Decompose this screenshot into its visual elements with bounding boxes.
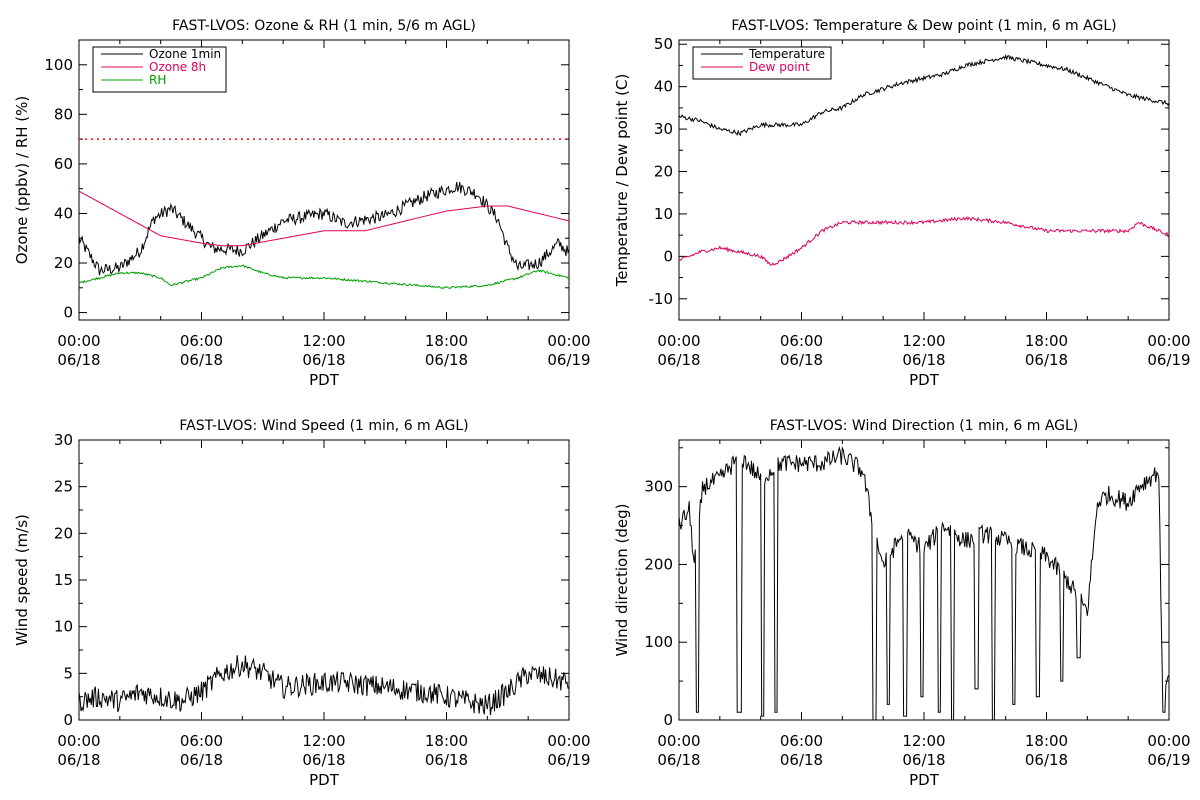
x-tick-label-date: 06/18 bbox=[425, 751, 468, 769]
y-tick-label: -10 bbox=[649, 290, 674, 308]
series-line bbox=[679, 445, 1169, 720]
y-tick-label: 40 bbox=[54, 204, 73, 222]
chart-title: FAST-LVOS: Wind Speed (1 min, 6 m AGL) bbox=[179, 418, 468, 434]
chart-panel-3: FAST-LVOS: Wind Speed (1 min, 6 m AGL) 0 5… bbox=[13, 418, 591, 789]
legend-label: Ozone 1min bbox=[149, 47, 221, 61]
x-tick-label-date: 06/19 bbox=[1147, 351, 1190, 369]
x-tick-label-time: 18:00 bbox=[425, 332, 468, 350]
series-dew-point bbox=[679, 216, 1169, 266]
x-tick-label-time: 12:00 bbox=[302, 732, 345, 750]
x-tick-label-date: 06/19 bbox=[547, 751, 590, 769]
x-tick-label-time: 06:00 bbox=[180, 332, 223, 350]
y-axis-label: Ozone (ppbv) / RH (%) bbox=[13, 96, 31, 265]
x-tick-label-date: 06/19 bbox=[1147, 751, 1190, 769]
x-tick-label-date: 06/18 bbox=[57, 351, 100, 369]
x-axis-label: PDT bbox=[309, 371, 340, 389]
legend-label: Dew point bbox=[749, 60, 810, 74]
x-tick-label-time: 12:00 bbox=[902, 332, 945, 350]
y-axis-label: Wind speed (m/s) bbox=[13, 514, 31, 646]
y-tick-label: 10 bbox=[654, 205, 673, 223]
legend-label: Ozone 8h bbox=[149, 60, 206, 74]
y-tick-label: 0 bbox=[63, 711, 73, 729]
y-tick-label: 40 bbox=[654, 78, 673, 96]
y-tick-label: 20 bbox=[54, 254, 73, 272]
chart-title: FAST-LVOS: Temperature & Dew point (1 mi… bbox=[731, 18, 1116, 34]
y-tick-label: 15 bbox=[54, 571, 73, 589]
x-tick-label-date: 06/18 bbox=[425, 351, 468, 369]
y-tick-label: 20 bbox=[654, 163, 673, 181]
x-tick-label-time: 18:00 bbox=[1025, 332, 1068, 350]
y-tick-label: 60 bbox=[54, 155, 73, 173]
y-tick-label: 0 bbox=[663, 247, 673, 265]
series-ozone-1min bbox=[79, 181, 569, 276]
chart-panel-1: FAST-LVOS: Ozone & RH (1 min, 5/6 m AGL)… bbox=[13, 18, 591, 389]
x-tick-label-time: 18:00 bbox=[425, 732, 468, 750]
chart-title: FAST-LVOS: Ozone & RH (1 min, 5/6 m AGL) bbox=[172, 18, 476, 34]
y-tick-label: 300 bbox=[644, 478, 673, 496]
x-tick-label-time: 00:00 bbox=[57, 732, 100, 750]
x-tick-label-date: 06/18 bbox=[180, 751, 223, 769]
x-axis-label: PDT bbox=[909, 371, 940, 389]
x-axis-label: PDT bbox=[309, 771, 340, 789]
legend-label: RH bbox=[149, 73, 166, 87]
x-tick-label-date: 06/18 bbox=[180, 351, 223, 369]
chart-title: FAST-LVOS: Wind Direction (1 min, 6 m AG… bbox=[770, 418, 1079, 434]
chart-panel-4: FAST-LVOS: Wind Direction (1 min, 6 m AG… bbox=[613, 418, 1191, 789]
x-tick-label-date: 06/19 bbox=[547, 351, 590, 369]
x-tick-label-date: 06/18 bbox=[902, 351, 945, 369]
x-tick-label-date: 06/18 bbox=[780, 351, 823, 369]
x-tick-label-time: 12:00 bbox=[302, 332, 345, 350]
x-tick-label-time: 00:00 bbox=[57, 332, 100, 350]
x-tick-label-time: 00:00 bbox=[657, 332, 700, 350]
y-tick-label: 20 bbox=[54, 524, 73, 542]
x-tick-label-date: 06/18 bbox=[57, 751, 100, 769]
y-tick-label: 200 bbox=[644, 555, 673, 573]
x-tick-label-date: 06/18 bbox=[302, 351, 345, 369]
series-ozone-8h bbox=[79, 190, 569, 247]
y-tick-label: 30 bbox=[654, 120, 673, 138]
x-tick-label-time: 06:00 bbox=[780, 332, 823, 350]
x-tick-label-date: 06/18 bbox=[657, 351, 700, 369]
series-temperature bbox=[679, 53, 1169, 137]
x-tick-label-date: 06/18 bbox=[1025, 751, 1068, 769]
x-tick-label-time: 06:00 bbox=[780, 732, 823, 750]
x-tick-label-time: 06:00 bbox=[180, 732, 223, 750]
legend-label: Temperature bbox=[748, 47, 825, 61]
series-line bbox=[79, 655, 569, 716]
y-tick-label: 100 bbox=[644, 633, 673, 651]
x-tick-label-date: 06/18 bbox=[902, 751, 945, 769]
x-tick-label-date: 06/18 bbox=[302, 751, 345, 769]
y-tick-label: 0 bbox=[663, 711, 673, 729]
y-axis-label: Temperature / Dew point (C) bbox=[613, 74, 631, 288]
series-rh bbox=[79, 264, 569, 289]
chart-panel-2: FAST-LVOS: Temperature & Dew point (1 mi… bbox=[613, 18, 1191, 389]
x-tick-label-time: 00:00 bbox=[1147, 332, 1190, 350]
x-tick-label-time: 00:00 bbox=[547, 332, 590, 350]
y-tick-label: 25 bbox=[54, 478, 73, 496]
x-tick-label-time: 00:00 bbox=[1147, 732, 1190, 750]
x-tick-label-date: 06/18 bbox=[1025, 351, 1068, 369]
y-tick-label: 50 bbox=[654, 35, 673, 53]
x-tick-label-time: 00:00 bbox=[657, 732, 700, 750]
x-tick-label-time: 18:00 bbox=[1025, 732, 1068, 750]
x-tick-label-date: 06/18 bbox=[657, 751, 700, 769]
legend-box bbox=[692, 46, 832, 80]
x-tick-label-time: 12:00 bbox=[902, 732, 945, 750]
y-tick-label: 30 bbox=[54, 431, 73, 449]
y-axis-label: Wind direction (deg) bbox=[613, 504, 631, 657]
y-tick-label: 100 bbox=[44, 56, 73, 74]
x-tick-label-date: 06/18 bbox=[780, 751, 823, 769]
y-tick-label: 80 bbox=[54, 105, 73, 123]
x-tick-label-time: 00:00 bbox=[547, 732, 590, 750]
y-tick-label: 0 bbox=[63, 304, 73, 322]
x-axis-label: PDT bbox=[909, 771, 940, 789]
y-tick-label: 5 bbox=[63, 664, 73, 682]
y-tick-label: 10 bbox=[54, 618, 73, 636]
